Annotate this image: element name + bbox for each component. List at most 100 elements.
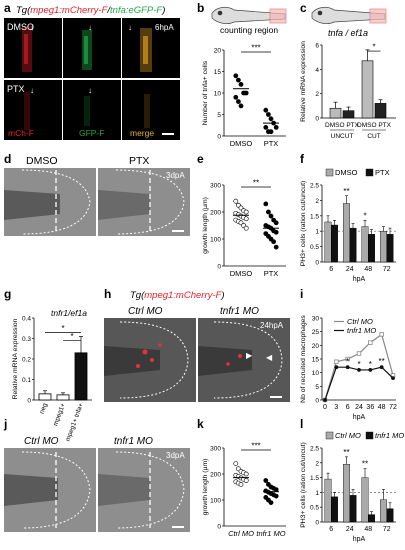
- y-tick-label-b: 10: [214, 91, 222, 98]
- bar-l: [368, 514, 375, 523]
- legend-swatch-f: [325, 168, 334, 177]
- sig-label-i: *: [369, 360, 372, 369]
- y-tick-label-b: 5: [217, 112, 221, 119]
- data-point-k: [273, 487, 279, 492]
- sig-label-f: *: [363, 211, 366, 220]
- data-point-i: [391, 376, 395, 381]
- data-point-b: [238, 82, 244, 87]
- x-tick-label-e: DMSO: [230, 269, 253, 278]
- bar-f: [349, 227, 357, 263]
- legend-swatch-f: [365, 168, 374, 177]
- sig-label-b: ***: [251, 44, 260, 53]
- y-tick-label-g: 0.3: [22, 336, 31, 343]
- y-tick-label-b: 20: [214, 48, 222, 55]
- panel-letter-l: l: [300, 417, 303, 431]
- row-label-ptx: PTX: [7, 84, 25, 94]
- bar-l: [361, 477, 369, 523]
- channel-label-gfp: GFP-F: [79, 128, 105, 138]
- y-axis-label-i: Nb of recruited macrophages: [300, 315, 307, 403]
- data-point-k: [233, 461, 239, 466]
- data-point-i: [379, 332, 384, 337]
- scale-bar: [270, 396, 282, 398]
- time-label-d: 3dpA: [166, 171, 185, 180]
- x-tick-label-l: 72: [383, 526, 391, 533]
- y-tick-label-k: 0: [217, 524, 221, 531]
- x-tick-label-g: neg: [39, 402, 49, 415]
- bar-f: [361, 226, 369, 263]
- data-point-k: [243, 478, 249, 483]
- y-tick-label-i: 15: [312, 357, 320, 364]
- bar-f: [380, 230, 387, 263]
- larva-schematic-b: [211, 6, 287, 24]
- sig-label-l: **: [362, 460, 368, 469]
- scale-bar: [162, 133, 174, 135]
- microscopy-grid-a: ↓ ↓ ↓ ↓ ↓: [4, 18, 180, 140]
- x-tick-label-f: 48: [364, 266, 372, 273]
- bar-f: [331, 224, 338, 263]
- series-line-i: [324, 366, 394, 401]
- bar-l: [380, 499, 387, 523]
- x-tick-label-l: 24: [346, 526, 354, 533]
- legend-label-f: DMSO: [335, 168, 358, 177]
- y-tick-label-f: 2: [315, 198, 319, 205]
- sig-label-g: *: [61, 324, 64, 333]
- arrow-marker: ↓: [88, 86, 92, 95]
- data-point-k: [268, 500, 274, 505]
- panel-letter-g: g: [4, 287, 11, 301]
- panel-letter-a: a: [4, 1, 11, 15]
- x-tick-label-l: 6: [329, 526, 333, 533]
- arrow-marker: ↓: [30, 23, 34, 32]
- x-tick-label-i: 6: [346, 404, 350, 411]
- data-point-i: [368, 368, 373, 372]
- y-axis-label-e: growth length (µm): [202, 197, 209, 254]
- label-d-dmso: DMSO: [26, 155, 58, 167]
- label-j-ctrl: Ctrl MO: [24, 436, 59, 447]
- y-tick-label-i: 5: [315, 384, 319, 391]
- data-point-i: [334, 359, 339, 364]
- sig-label-k: ***: [251, 442, 260, 451]
- y-tick-label-b: 0: [217, 134, 221, 141]
- data-point-e: [243, 225, 249, 231]
- arrow-marker: ↓: [128, 23, 132, 32]
- panel-letter-k: k: [197, 417, 204, 431]
- time-label-6hpa: 6hpA: [155, 23, 174, 32]
- panel-letter-d: d: [4, 152, 11, 166]
- x-axis-label-l: hpA: [353, 536, 366, 543]
- x-tick-label-k: tnfr1 MO: [256, 529, 285, 538]
- bar-f: [368, 234, 375, 263]
- x-tick-label-i: 72: [389, 404, 397, 411]
- y-axis-label-f: PH3+ cells (ration cut/uncut): [300, 181, 307, 267]
- x-tick-label-g: mpeg1+ tnfa+: [65, 402, 85, 442]
- bar-c: [361, 60, 374, 119]
- bar-g: [38, 393, 52, 401]
- data-point-e: [273, 220, 279, 226]
- row-label-dmso: DMSO: [7, 22, 34, 32]
- x-tick-label-i: 0: [323, 404, 327, 411]
- bar-l: [349, 495, 357, 523]
- legend-swatch-l: [325, 431, 334, 440]
- data-point-b: [235, 77, 241, 83]
- data-point-b: [233, 73, 239, 79]
- group-label-c: CUT: [367, 133, 380, 140]
- channel-label-mcherry: mCh-F: [8, 128, 34, 138]
- data-point-b: [268, 129, 274, 135]
- chart-g-title: tnfr1/ef1a: [51, 308, 87, 318]
- y-tick-label-k: 300: [210, 446, 221, 453]
- y-axis-label-g: Relative mRNA expression: [12, 318, 19, 399]
- x-tick-label-k: Ctrl MO: [228, 529, 254, 538]
- legend-label-f: PTX: [375, 168, 390, 177]
- sig-label-l: **: [343, 448, 349, 457]
- y-tick-label-k: 200: [210, 472, 221, 479]
- y-tick-label-c: 6: [315, 43, 319, 50]
- y-tick-label-k: 100: [210, 498, 221, 505]
- data-point-e: [268, 213, 274, 219]
- y-tick-label-f: 0: [315, 260, 319, 267]
- x-tick-label-e: PTX: [264, 269, 279, 278]
- x-tick-label-b: PTX: [264, 139, 279, 148]
- bar-g: [56, 394, 70, 401]
- arrow-marker: ↓: [88, 23, 92, 32]
- panel-letter-c: c: [300, 1, 307, 15]
- y-tick-label-i: 10: [312, 370, 320, 377]
- panel-letter-i: i: [300, 287, 303, 301]
- y-tick-label-i: 0: [315, 398, 319, 405]
